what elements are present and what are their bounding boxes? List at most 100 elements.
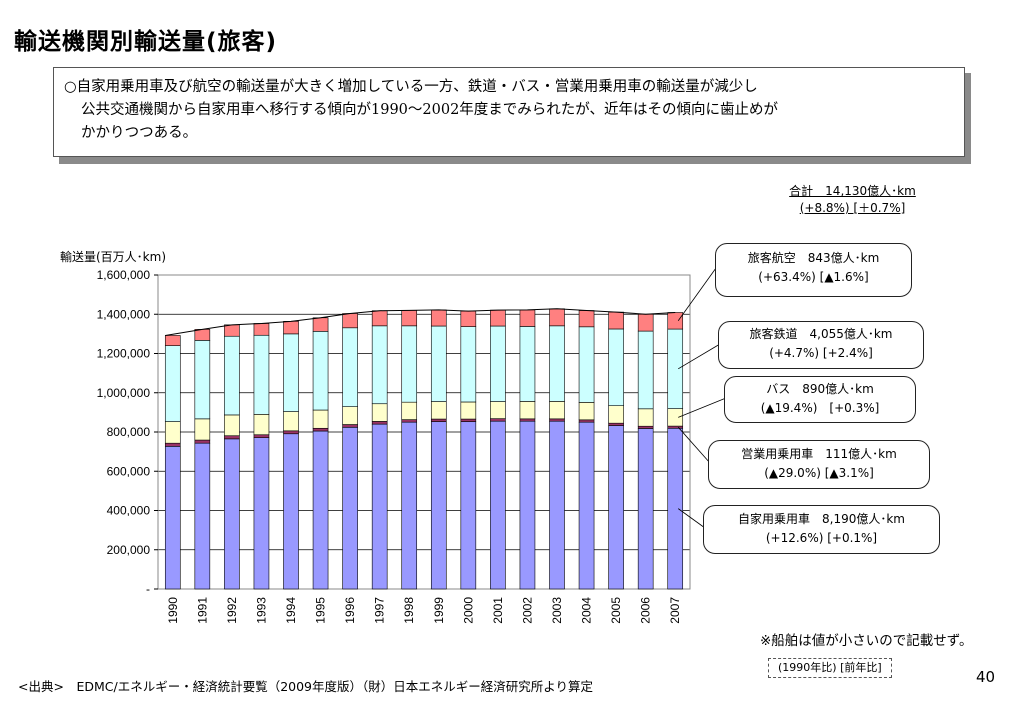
bar-segment-rail	[312, 331, 329, 411]
grid-layer	[157, 274, 691, 590]
y-tick-label: 400,000	[107, 504, 151, 518]
bar-segment-commercial-car	[667, 425, 684, 429]
callout-leader-line	[678, 343, 721, 370]
bar-segment-air	[578, 310, 595, 328]
bar-segment-air	[253, 323, 270, 336]
bar-segment-air	[164, 335, 181, 346]
page-number: 40	[976, 668, 996, 686]
bar-segment-commercial-car	[194, 439, 211, 444]
bar-segment-bus	[312, 409, 329, 429]
bar-segment-air	[401, 310, 418, 327]
bar-segment-bus	[519, 401, 536, 420]
callout-leader-line	[678, 397, 727, 418]
bar-segment-private-car	[224, 438, 240, 590]
x-tick-label: 1997	[373, 597, 387, 624]
bar-segment-private-car	[283, 433, 299, 590]
callout-leader-line	[677, 267, 717, 322]
bar-segment-private-car	[490, 420, 506, 590]
bar-segment-rail	[371, 325, 388, 405]
callout-bus-value: バス 890億人･km	[766, 382, 874, 396]
page-title: 輸送機関別輸送量(旅客)	[14, 29, 278, 55]
y-axis-label: 輸送量(百万人･km)	[60, 250, 167, 264]
bar-segment-bus	[637, 408, 654, 427]
x-tick-label: 2000	[461, 597, 475, 624]
callout-private-car-change: (+12.6%) [+0.1%]	[765, 531, 878, 545]
bar-segment-rail	[637, 330, 654, 410]
x-tick-label: 1996	[343, 597, 357, 624]
bar-segment-commercial-car	[401, 419, 418, 423]
bar-segment-rail	[164, 345, 181, 422]
bar-segment-bus	[401, 401, 418, 420]
bar-segment-private-car	[371, 423, 388, 590]
bar-segment-rail	[460, 326, 477, 403]
x-tick-label: 2001	[491, 597, 505, 624]
bar-segment-air	[224, 324, 240, 337]
bar-segment-rail	[549, 325, 565, 402]
callout-private-car-value: 自家用乗用車 8,190億人･km	[738, 512, 905, 526]
callout-rail-value: 旅客鉄道 4,055億人･km	[749, 327, 893, 341]
bar-segment-bus	[224, 414, 240, 437]
y-tick-label: 1,000,000	[97, 386, 151, 400]
source-citation: <出典> EDMC/エネルギー・経済統計要覧（2009年度版）（財）日本エネルギ…	[18, 679, 594, 694]
bar-segment-air	[549, 308, 565, 327]
bar-segment-commercial-car	[312, 427, 329, 432]
total-change: (+8.8%) [＋0.7%]	[799, 201, 906, 215]
callout-leader-line	[677, 508, 706, 529]
bar-segment-air	[667, 312, 684, 330]
bar-segment-air	[342, 313, 358, 329]
total-value: 合計 14,130億人･km	[789, 184, 916, 198]
bar-segment-air	[430, 309, 447, 327]
bar-segment-bus	[490, 401, 506, 419]
bar-segment-commercial-car	[637, 425, 654, 429]
bar-segment-bus	[164, 421, 181, 444]
callout-air-change: (+63.4%) [▲1.6%]	[758, 270, 869, 284]
bar-segment-air	[371, 310, 388, 327]
bar-segment-rail	[490, 325, 506, 402]
y-tick-label: 1,200,000	[97, 347, 151, 361]
callout-private-car: 自家用乗用車 8,190億人･km (+12.6%) [+0.1%]	[703, 505, 940, 554]
bar-segment-bus	[253, 414, 270, 436]
bar-segment-private-car	[578, 421, 595, 590]
callout-air: 旅客航空 843億人･km (+63.4%) [▲1.6%]	[715, 243, 912, 297]
bar-segment-private-car	[430, 421, 447, 590]
bar-segment-air	[608, 311, 624, 330]
bar-segment-air	[460, 310, 477, 327]
callout-rail-change: (+4.7%) [+2.4%]	[769, 346, 873, 360]
bar-segment-bus	[194, 418, 211, 441]
x-tick-label: 1993	[254, 597, 268, 624]
bar-segment-private-car	[667, 427, 684, 590]
bar-segment-private-car	[519, 420, 536, 590]
bar-segment-rail	[401, 325, 418, 403]
bar-segment-bus	[578, 402, 595, 421]
total-line	[165, 308, 676, 336]
y-tick-label: 1,600,000	[97, 268, 151, 282]
x-tick-label: 2007	[668, 597, 682, 624]
bar-segment-rail	[667, 328, 684, 409]
bar-segment-commercial-car	[608, 422, 624, 426]
bar-segment-commercial-car	[224, 435, 240, 440]
bar-segment-private-car	[194, 442, 211, 590]
bar-segment-bus	[608, 405, 624, 424]
bar-segment-commercial-car	[490, 418, 506, 422]
bar-segment-private-car	[608, 425, 624, 590]
bar-segment-commercial-car	[519, 418, 536, 422]
bar-segment-commercial-car	[283, 430, 299, 435]
bar-segment-private-car	[342, 426, 358, 590]
x-tick-label: 1998	[402, 597, 416, 624]
x-tick-label: 1990	[166, 597, 180, 624]
bar-layer	[164, 308, 684, 590]
summary-box: ○自家用乗用車及び航空の輸送量が大きく増加している一方、鉄道・バス・営業用乗用車…	[53, 67, 965, 157]
x-tick-label: 1994	[284, 597, 298, 624]
callout-air-value: 旅客航空 843億人･km	[747, 251, 880, 265]
bar-segment-commercial-car	[371, 421, 388, 425]
bar-segment-bus	[667, 408, 684, 427]
y-tick-label: 200,000	[107, 543, 151, 557]
bar-segment-rail	[283, 333, 299, 412]
x-tick-label: 1992	[225, 597, 239, 624]
bar-segment-private-car	[253, 437, 270, 590]
callout-rail: 旅客鉄道 4,055億人･km (+4.7%) [+2.4%]	[718, 321, 924, 369]
bar-segment-rail	[342, 327, 358, 407]
bar-segment-private-car	[637, 428, 654, 590]
bar-segment-bus	[283, 411, 299, 432]
bar-segment-private-car	[401, 421, 418, 590]
